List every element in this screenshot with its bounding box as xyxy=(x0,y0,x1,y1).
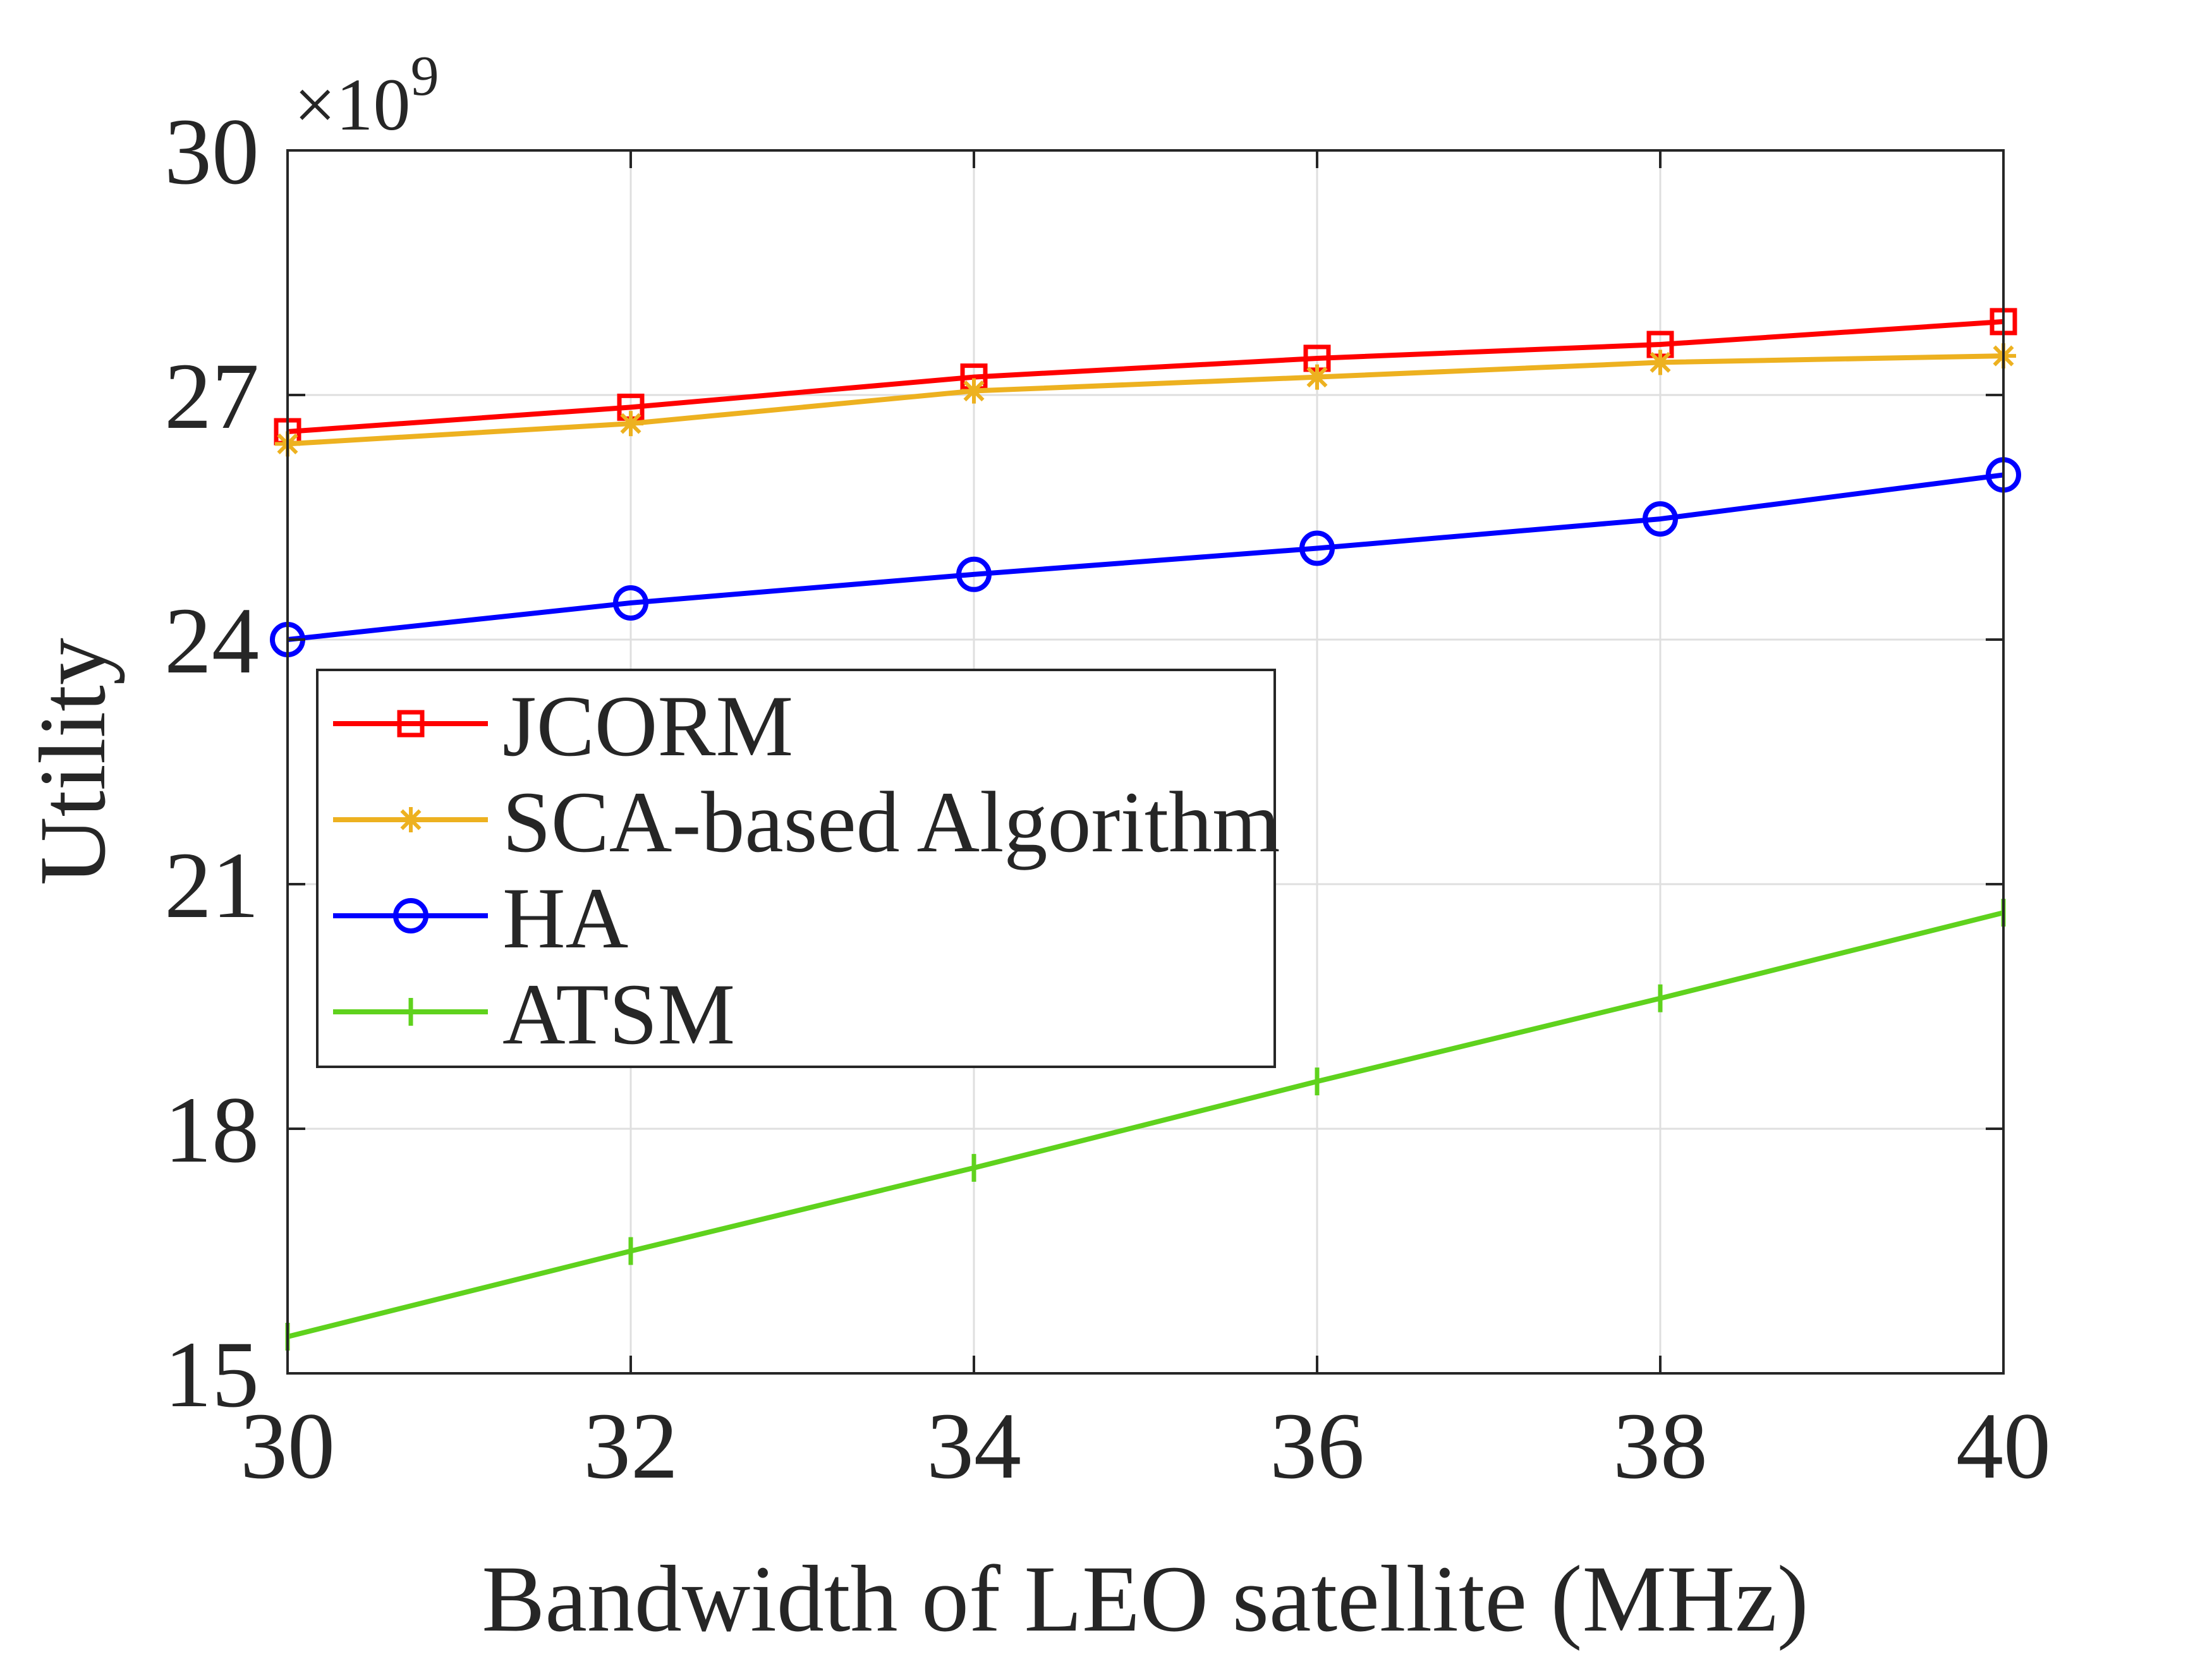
legend-label: HA xyxy=(502,870,628,966)
legend-item-jcorm: JCORM xyxy=(333,678,793,774)
point-ha xyxy=(1299,530,1335,566)
marker-stroke xyxy=(400,809,422,830)
x-tick-label: 38 xyxy=(1613,1394,1708,1498)
legend-box xyxy=(316,669,1276,1068)
x-tick-label: 36 xyxy=(1270,1394,1364,1498)
y-tick-label: 18 xyxy=(164,1078,259,1182)
line-ha xyxy=(287,472,2004,642)
x-tick-label: 40 xyxy=(1956,1394,2051,1498)
x-tick-label: 32 xyxy=(583,1394,678,1498)
marker-stroke xyxy=(1306,367,1328,388)
point-sca-based-algorithm xyxy=(1304,364,1330,390)
legend-item-sca-based-algorithm: SCA-based Algorithm xyxy=(333,774,1280,870)
legend-label: SCA-based Algorithm xyxy=(502,774,1280,870)
point-sca-based-algorithm xyxy=(618,411,643,437)
point-ha xyxy=(613,585,648,621)
marker-stroke xyxy=(620,413,641,434)
x-axis-label: Bandwidth of LEO satellite (MHz) xyxy=(482,1547,1809,1651)
line-sca-based-algorithm xyxy=(287,353,2004,447)
legend-item-ha: HA xyxy=(333,870,628,966)
y-tick-label: 15 xyxy=(164,1322,259,1427)
line-jcorm xyxy=(287,319,2004,435)
point-sca-based-algorithm xyxy=(961,378,987,404)
y-tick-label: 27 xyxy=(164,344,259,449)
legend-label: JCORM xyxy=(502,678,793,774)
legend-item-atsm: ATSM xyxy=(333,966,735,1062)
point-sca-based-algorithm xyxy=(1648,349,1673,375)
marker-stroke xyxy=(1650,351,1671,373)
series-atsm xyxy=(285,899,2006,1351)
series-layer xyxy=(270,308,2021,1351)
y-tick-label: 21 xyxy=(164,833,259,938)
plot-frame xyxy=(286,149,2005,1375)
line-atsm xyxy=(287,910,2004,1339)
x-tick-label: 34 xyxy=(927,1394,1021,1498)
point-ha xyxy=(1643,501,1678,537)
legend-swatch-marker xyxy=(398,807,423,832)
marker-stroke xyxy=(963,380,985,402)
y-multiplier-base: ×10 xyxy=(294,63,411,146)
x-tick-label: 30 xyxy=(240,1394,335,1498)
legend-swatch-marker xyxy=(397,710,425,738)
ticks: 30 32 34 36 38 40 15 18 21 24 27 30 xyxy=(164,99,2051,1498)
point-ha xyxy=(956,556,992,592)
legend-swatch-marker xyxy=(393,898,428,933)
y-multiplier: ×109 xyxy=(294,45,439,146)
legend-label: ATSM xyxy=(502,966,735,1062)
y-axis-label: Utility xyxy=(20,638,125,885)
y-tick-label: 24 xyxy=(164,588,259,693)
y-tick-label: 30 xyxy=(164,99,259,204)
y-multiplier-exponent: 9 xyxy=(411,45,439,107)
